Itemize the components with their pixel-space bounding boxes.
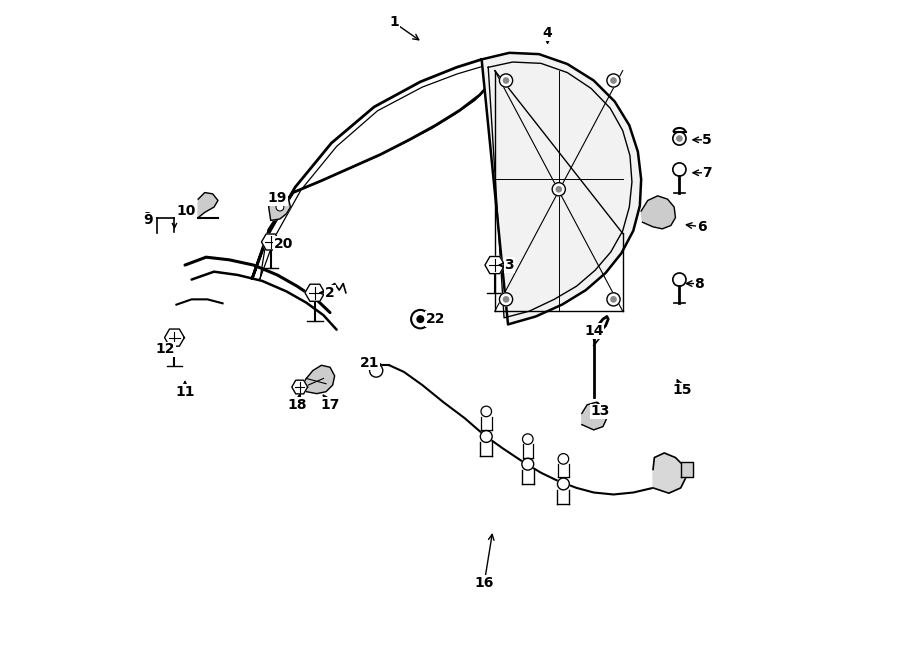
Polygon shape bbox=[269, 193, 291, 220]
Polygon shape bbox=[485, 256, 505, 273]
Text: 14: 14 bbox=[584, 324, 604, 338]
Polygon shape bbox=[165, 329, 184, 346]
Text: 4: 4 bbox=[543, 26, 553, 40]
Circle shape bbox=[607, 293, 620, 306]
Circle shape bbox=[673, 132, 686, 145]
Text: 21: 21 bbox=[360, 355, 379, 369]
Text: 3: 3 bbox=[505, 258, 514, 272]
Polygon shape bbox=[262, 234, 280, 250]
Text: 8: 8 bbox=[694, 277, 704, 291]
Circle shape bbox=[607, 74, 620, 87]
Circle shape bbox=[481, 430, 492, 442]
Circle shape bbox=[557, 478, 570, 490]
Text: 20: 20 bbox=[274, 237, 293, 251]
Text: 2: 2 bbox=[325, 286, 335, 300]
Circle shape bbox=[611, 78, 616, 83]
Polygon shape bbox=[297, 365, 335, 394]
Text: 13: 13 bbox=[590, 404, 610, 418]
Text: 15: 15 bbox=[672, 383, 692, 397]
Polygon shape bbox=[198, 193, 218, 218]
Polygon shape bbox=[305, 284, 325, 301]
Text: 19: 19 bbox=[267, 191, 287, 205]
Polygon shape bbox=[581, 402, 607, 430]
Text: 6: 6 bbox=[697, 220, 706, 234]
Polygon shape bbox=[292, 380, 308, 394]
Circle shape bbox=[417, 316, 424, 322]
Text: 22: 22 bbox=[426, 312, 446, 326]
Text: 5: 5 bbox=[702, 133, 712, 147]
Text: 7: 7 bbox=[702, 166, 712, 180]
Circle shape bbox=[370, 364, 382, 377]
Circle shape bbox=[558, 453, 569, 464]
Circle shape bbox=[677, 136, 682, 141]
Text: 9: 9 bbox=[142, 211, 151, 224]
Polygon shape bbox=[653, 453, 686, 493]
Polygon shape bbox=[482, 53, 641, 324]
Circle shape bbox=[500, 293, 513, 306]
Circle shape bbox=[276, 203, 284, 211]
Circle shape bbox=[556, 187, 562, 192]
Polygon shape bbox=[641, 196, 676, 229]
Text: 11: 11 bbox=[176, 385, 194, 399]
Text: 16: 16 bbox=[474, 576, 494, 590]
Circle shape bbox=[522, 458, 534, 470]
Circle shape bbox=[523, 434, 533, 444]
Text: 10: 10 bbox=[176, 204, 196, 218]
Circle shape bbox=[673, 273, 686, 286]
Circle shape bbox=[481, 406, 491, 416]
Polygon shape bbox=[680, 461, 693, 477]
Text: 9: 9 bbox=[143, 213, 153, 227]
Text: 18: 18 bbox=[287, 398, 307, 412]
Circle shape bbox=[411, 310, 429, 328]
Text: 12: 12 bbox=[156, 342, 175, 356]
Text: 1: 1 bbox=[389, 15, 399, 30]
Circle shape bbox=[673, 163, 686, 176]
Circle shape bbox=[500, 74, 513, 87]
Circle shape bbox=[503, 78, 508, 83]
Text: 17: 17 bbox=[320, 398, 339, 412]
Circle shape bbox=[611, 297, 616, 302]
Circle shape bbox=[503, 297, 508, 302]
Polygon shape bbox=[252, 60, 500, 278]
Circle shape bbox=[553, 183, 565, 196]
